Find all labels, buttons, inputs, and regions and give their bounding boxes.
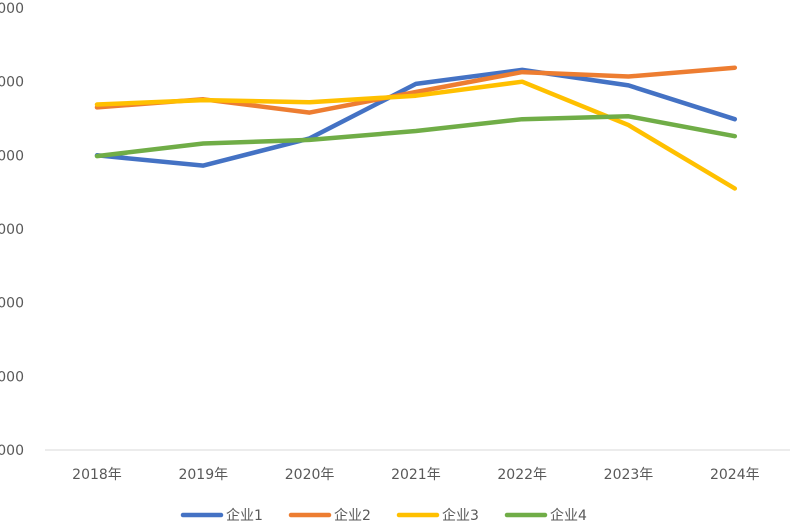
legend-label-3: 企业3	[442, 507, 479, 524]
x-axis-tick-labels: 2018年 2019年 2020年 2021年 2022年 2023年 2024年	[72, 467, 759, 483]
x-tick-label: 2022年	[497, 467, 547, 483]
series-lines	[94, 65, 738, 191]
y-tick-label: 000	[0, 296, 24, 312]
y-axis-tick-labels: 000 000 000 000 000 000 000	[0, 1, 24, 459]
x-tick-label: 2020年	[285, 467, 335, 483]
series-line-4	[94, 114, 738, 159]
x-tick-label: 2018年	[72, 467, 122, 483]
y-tick-label: 000	[0, 1, 24, 17]
legend: 企业1 企业2 企业3 企业4	[180, 507, 587, 524]
x-tick-label: 2024年	[710, 467, 760, 483]
series-line-1	[94, 67, 738, 168]
y-tick-label: 000	[0, 75, 24, 91]
legend-label-4: 企业4	[550, 507, 587, 524]
y-tick-label: 000	[0, 222, 24, 238]
series-line-3	[94, 79, 738, 191]
legend-label-2: 企业2	[334, 507, 371, 524]
legend-label-1: 企业1	[226, 507, 263, 524]
y-tick-label: 000	[0, 443, 24, 459]
x-tick-label: 2023年	[604, 467, 654, 483]
y-tick-label: 000	[0, 148, 24, 164]
x-tick-label: 2019年	[178, 467, 228, 483]
x-tick-label: 2021年	[391, 467, 441, 483]
y-tick-label: 000	[0, 369, 24, 385]
